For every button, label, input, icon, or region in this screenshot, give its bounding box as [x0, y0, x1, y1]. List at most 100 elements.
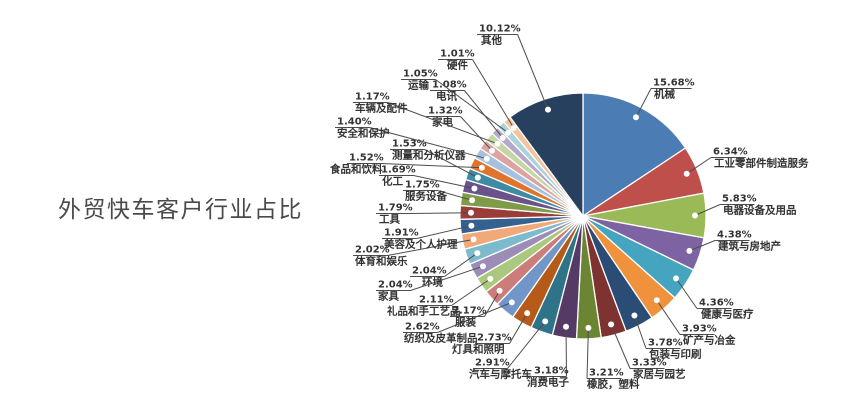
- slice-percent-label: 1.75%: [405, 180, 440, 191]
- slice-percent-label: 2.17%: [452, 306, 487, 317]
- leader-line: [689, 240, 716, 252]
- slice-percent-label: 3.78%: [648, 338, 683, 349]
- slice-name-label: 运输: [408, 79, 429, 92]
- leader-line: [387, 102, 498, 145]
- label-dot: [653, 297, 660, 304]
- label-dot: [478, 164, 485, 171]
- label-dot: [585, 324, 592, 331]
- slice-percent-label: 1.17%: [355, 92, 390, 103]
- slice-name-label: 礼品和手工艺品: [387, 305, 461, 318]
- leader-line: [686, 157, 712, 175]
- label-dot: [494, 140, 501, 147]
- label-dot: [542, 318, 549, 325]
- slice-percent-label: 2.04%: [378, 280, 413, 291]
- slice-name-label: 测量和分析仪器: [392, 149, 466, 162]
- slice-percent-label: 2.62%: [405, 322, 440, 333]
- label-dot: [470, 236, 477, 243]
- slice-percent-label: 3.21%: [589, 368, 624, 379]
- label-dot: [474, 250, 481, 257]
- slice-name-label: 机械: [654, 88, 675, 101]
- pie-slice: [509, 92, 584, 217]
- leader-line: [451, 278, 491, 306]
- leader-line: [387, 238, 474, 256]
- leader-line: [633, 315, 647, 349]
- leader-line: [565, 326, 567, 377]
- slice-name-label: 汽车与摩托车: [469, 368, 532, 381]
- leader-line: [509, 312, 528, 344]
- slice-percent-label: 1.52%: [349, 153, 384, 164]
- leader-line: [517, 34, 549, 110]
- slice-percent-label: 2.02%: [355, 245, 390, 256]
- label-dot: [524, 310, 531, 317]
- slice-name-label: 电器设备及用品: [723, 204, 797, 217]
- slice-name-label: 食品和饮料: [329, 163, 383, 176]
- label-dot: [545, 106, 551, 113]
- slice-percent-label: 3.33%: [632, 358, 667, 369]
- leader-line: [435, 79, 509, 134]
- label-dot: [692, 212, 698, 219]
- slice-name-label: 消费电子: [527, 376, 569, 389]
- slice-percent-label: 2.11%: [419, 295, 454, 306]
- label-dot: [505, 129, 512, 136]
- label-dot: [469, 197, 476, 204]
- slice-name-label: 环境: [422, 276, 443, 289]
- slice-name-label: 矿产与冶金: [683, 334, 736, 347]
- leader-line: [586, 327, 589, 379]
- label-dot: [683, 170, 690, 177]
- slice-name-label: 家具: [378, 290, 399, 303]
- slice-percent-label: 1.79%: [378, 203, 413, 214]
- slice-percent-label: 1.01%: [440, 49, 475, 60]
- label-dot: [483, 155, 490, 162]
- leader-line: [410, 265, 484, 291]
- slice-percent-label: 2.73%: [477, 333, 512, 344]
- slice-percent-label: 1.08%: [432, 80, 467, 91]
- label-dot: [563, 323, 569, 330]
- leader-line: [413, 175, 475, 189]
- slice-percent-label: 2.91%: [475, 358, 510, 369]
- leader-line: [656, 300, 681, 335]
- slice-percent-label: 10.12%: [479, 24, 521, 35]
- leader-line: [410, 212, 472, 214]
- leader-line: [610, 324, 631, 369]
- label-dot: [673, 275, 679, 282]
- label-dot: [633, 114, 639, 121]
- label-dot: [508, 299, 515, 306]
- slice-name-label: 包装与印刷: [649, 348, 702, 361]
- slice-name-label: 灯具和照明: [452, 343, 505, 356]
- slice-percent-label: 1.53%: [392, 139, 427, 150]
- slice-percent-label: 6.34%: [713, 147, 748, 158]
- slice-percent-label: 1.40%: [337, 117, 372, 128]
- slice-percent-label: 2.04%: [412, 266, 447, 277]
- label-dot: [499, 134, 506, 141]
- slice-percent-label: 3.18%: [534, 366, 569, 377]
- slice-name-label: 橡胶，塑料: [587, 378, 640, 391]
- slice-percent-label: 4.38%: [717, 230, 752, 241]
- leader-line: [694, 204, 721, 216]
- leader-line: [460, 116, 493, 152]
- leader-line: [484, 290, 501, 317]
- label-dot: [510, 125, 517, 131]
- leader-line: [635, 88, 652, 118]
- slice-name-label: 服务设备: [405, 190, 447, 203]
- leader-line: [507, 321, 546, 369]
- slice-name-label: 纺织及皮革制品: [404, 332, 478, 345]
- slice-percent-label: 4.36%: [699, 298, 734, 309]
- label-dot: [608, 321, 615, 328]
- leader-line: [381, 163, 482, 169]
- slice-name-label: 工业零部件制造服务: [714, 157, 809, 170]
- slice-name-label: 服装: [455, 316, 476, 329]
- slice-percent-label: 1.91%: [384, 228, 419, 239]
- chart-title: 外贸快车客户行业占比: [58, 197, 303, 223]
- leader-line: [472, 59, 515, 129]
- slice-name-label: 车辆及配件: [355, 102, 408, 115]
- slice-name-label: 体育和娱乐: [355, 255, 408, 268]
- label-dot: [631, 312, 638, 319]
- label-dot: [468, 209, 474, 216]
- slice-percent-label: 1.05%: [403, 69, 438, 80]
- slice-percent-label: 1.69%: [381, 165, 416, 176]
- slice-name-label: 家居与园艺: [633, 368, 686, 381]
- label-dot: [468, 222, 475, 229]
- slice-name-label: 电讯: [436, 90, 457, 103]
- leader-line: [416, 225, 472, 239]
